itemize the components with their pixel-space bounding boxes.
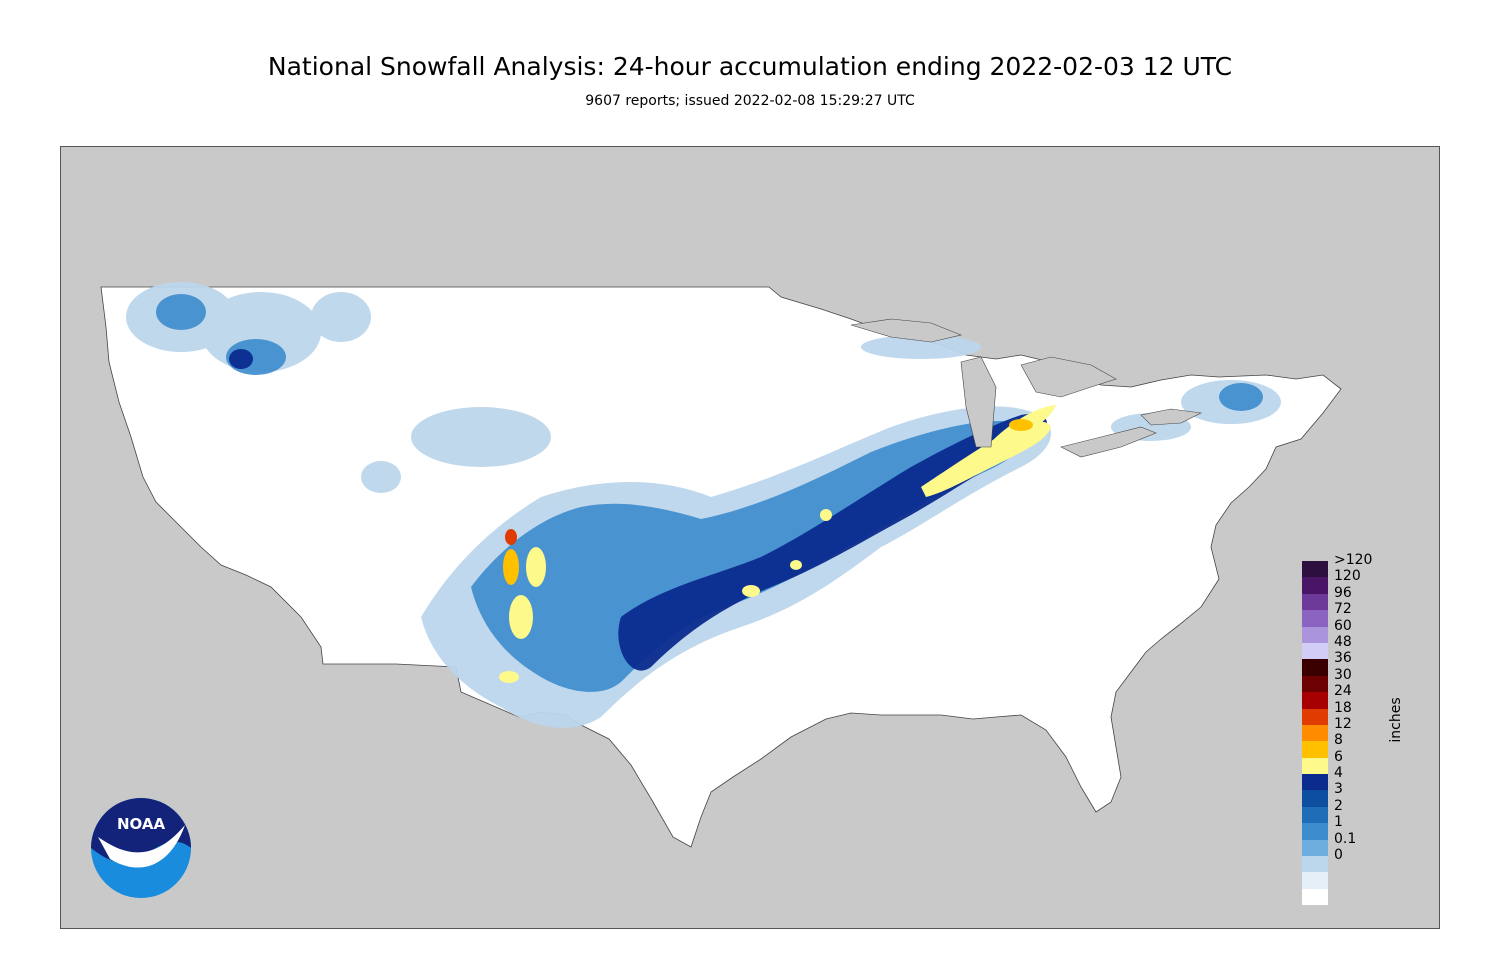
legend-swatch xyxy=(1302,561,1328,578)
legend-label: 8 xyxy=(1334,732,1343,749)
legend-row: 0.1 xyxy=(1302,831,1462,857)
legend-row: 6 xyxy=(1302,749,1462,775)
legend-label: 18 xyxy=(1334,699,1352,716)
legend-row: 72 xyxy=(1302,601,1462,627)
legend-swatch xyxy=(1302,675,1328,693)
legend-swatch xyxy=(1302,642,1328,660)
noaa-logo-icon: NOAA xyxy=(91,798,191,898)
legend-label: 24 xyxy=(1334,683,1352,700)
snowfall-map xyxy=(60,146,1440,929)
legend-row xyxy=(1302,888,1462,906)
noaa-logo: NOAA xyxy=(90,797,192,899)
legend-swatch xyxy=(1302,626,1328,643)
legend-swatch xyxy=(1302,692,1328,709)
legend-row: 4 xyxy=(1302,765,1462,791)
legend-label: 0 xyxy=(1334,847,1343,864)
legend-swatch xyxy=(1302,708,1328,725)
legend-swatch xyxy=(1302,610,1328,627)
legend-swatch xyxy=(1302,872,1328,889)
legend-swatch xyxy=(1302,888,1328,906)
legend-row: 30 xyxy=(1302,667,1462,693)
legend-swatch xyxy=(1302,741,1328,758)
legend-swatch xyxy=(1302,839,1328,857)
legend-swatch xyxy=(1302,774,1328,791)
map-title: National Snowfall Analysis: 24-hour accu… xyxy=(267,52,1233,81)
legend-label: 30 xyxy=(1334,666,1352,683)
legend-label: 4 xyxy=(1334,765,1343,782)
snowfall-band-very-heavy xyxy=(499,405,1056,683)
legend-swatch xyxy=(1302,856,1328,873)
legend-row: 36 xyxy=(1302,650,1462,676)
legend-label: 3 xyxy=(1334,781,1343,798)
legend-swatch xyxy=(1302,593,1328,611)
legend-unit-label: inches xyxy=(1388,697,1404,743)
legend-row: 3 xyxy=(1302,781,1462,807)
legend-swatch xyxy=(1302,790,1328,807)
legend-row: 60 xyxy=(1302,618,1462,643)
legend-label: 0.1 xyxy=(1334,830,1357,847)
snowfall-legend: >120 120 96 72 60 48 36 30 24 18 12 8 6 4 3 2 1 0.1 0 xyxy=(1302,552,1462,906)
legend-swatch xyxy=(1302,806,1328,824)
legend-swatch xyxy=(1302,823,1328,840)
legend-swatch xyxy=(1302,659,1328,676)
legend-row: 2 xyxy=(1302,798,1462,824)
legend-row: 0 xyxy=(1302,847,1462,873)
legend-swatch xyxy=(1302,577,1328,594)
legend-row: 18 xyxy=(1302,700,1462,725)
legend-row: 96 xyxy=(1302,585,1462,611)
legend-row: 48 xyxy=(1302,634,1462,660)
legend-label: 48 xyxy=(1334,633,1352,650)
legend-label: 96 xyxy=(1334,584,1352,601)
legend-row: 1 xyxy=(1302,814,1462,840)
legend-label: 60 xyxy=(1334,617,1352,634)
map-subtitle: 9607 reports; issued 2022-02-08 15:29:27… xyxy=(585,93,915,109)
legend-row: 24 xyxy=(1302,683,1462,709)
legend-row xyxy=(1302,872,1462,889)
legend-label: 120 xyxy=(1334,568,1361,585)
legend-row: >120 xyxy=(1302,552,1462,578)
legend-row: 120 xyxy=(1302,568,1462,594)
noaa-logo-text: NOAA xyxy=(117,815,166,833)
legend-swatch xyxy=(1302,724,1328,742)
great-lakes xyxy=(850,318,1203,458)
legend-label: 1 xyxy=(1334,814,1343,831)
legend-label: 72 xyxy=(1334,601,1352,618)
legend-label: 36 xyxy=(1334,650,1352,667)
legend-row: 12 xyxy=(1302,716,1462,742)
legend-row: 8 xyxy=(1302,732,1462,758)
legend-label: >120 xyxy=(1334,552,1373,568)
legend-label: 6 xyxy=(1334,748,1343,765)
legend-label: 2 xyxy=(1334,797,1343,814)
legend-label: 12 xyxy=(1334,715,1352,732)
legend-swatch xyxy=(1302,757,1328,775)
